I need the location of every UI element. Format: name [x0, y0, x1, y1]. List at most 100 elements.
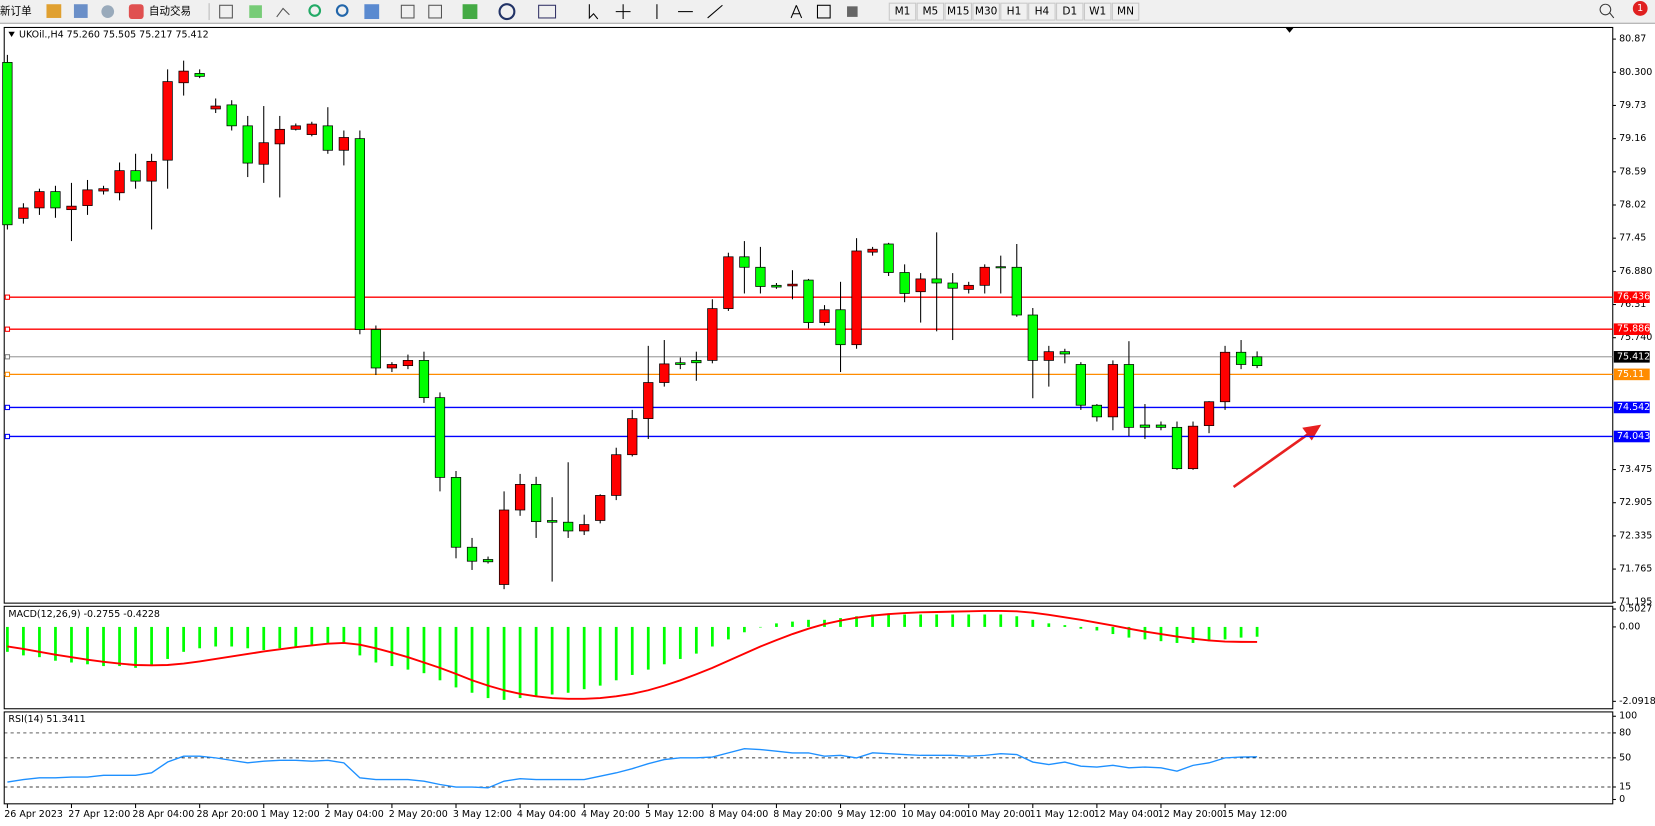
candle-body — [242, 125, 253, 164]
icon[interactable] — [128, 4, 144, 20]
timeframe-button[interactable] — [1056, 2, 1084, 21]
timeframe-label[interactable]: M30 — [975, 6, 998, 18]
candle-body — [1235, 351, 1247, 365]
y-tick-label: 80.300 — [1619, 67, 1652, 78]
label-tool[interactable] — [816, 4, 831, 19]
symbol-menu[interactable] — [8, 31, 15, 37]
icon[interactable] — [538, 4, 557, 19]
icon[interactable] — [101, 5, 115, 18]
timeframe-label[interactable]: M5 — [922, 6, 938, 18]
candle-body — [995, 266, 1006, 269]
cursor[interactable] — [588, 4, 599, 20]
y-tick-label: 0.00 — [1619, 621, 1640, 632]
candle-body — [1187, 425, 1199, 470]
icon[interactable] — [400, 4, 415, 19]
text-tool[interactable] — [790, 5, 803, 19]
trendline-tool[interactable] — [707, 4, 723, 19]
icon[interactable] — [219, 4, 233, 19]
macd-bar — [662, 626, 666, 665]
x-tick-label: 5 May 12:00 — [645, 809, 704, 820]
timeframe-label[interactable]: M1 — [895, 6, 911, 18]
macd-bar — [342, 626, 346, 643]
icon[interactable] — [73, 4, 88, 18]
macd-bar — [310, 626, 314, 645]
price-label: 75.412 — [1617, 351, 1650, 362]
timeframe-button[interactable] — [1111, 2, 1140, 21]
icon[interactable] — [249, 5, 262, 18]
notification-badge[interactable] — [1632, 1, 1648, 16]
plots: UKOil.,H4 75.260 75.505 75.217 75.412 80.… — [2, 29, 1655, 820]
candle-body — [563, 521, 574, 532]
indicator-title: MACD(12,26,9) -0.2755 -0.4228 — [8, 609, 160, 620]
new-order-button[interactable]: 新订单 — [0, 5, 32, 18]
timeframe-label[interactable]: M15 — [947, 6, 970, 18]
auto-trading-button[interactable]: 自动交易 — [149, 5, 191, 18]
timeframe-button[interactable] — [916, 2, 945, 21]
candle-body — [819, 309, 830, 323]
candle-body — [1219, 351, 1231, 403]
price-label: 75.886 — [1617, 324, 1650, 335]
timeframe-button[interactable] — [888, 2, 917, 21]
macd-bar — [54, 626, 57, 661]
macd-bar — [534, 626, 538, 697]
y-tick-label: 78.59 — [1619, 166, 1646, 177]
icon[interactable] — [498, 3, 516, 21]
candle-body — [1203, 401, 1215, 426]
macd-bar — [70, 626, 73, 663]
macd-bar — [855, 616, 858, 627]
search[interactable] — [1599, 3, 1615, 19]
macd-bar — [278, 626, 282, 649]
macd-bar — [358, 626, 362, 656]
timeframe-label[interactable]: W1 — [1089, 6, 1106, 18]
candle-body — [771, 284, 782, 288]
macd-bar — [983, 614, 987, 627]
candle-body — [210, 105, 221, 110]
rsi-line — [7, 748, 1258, 789]
crosshair[interactable] — [615, 4, 631, 20]
timeframe-label[interactable]: MN — [1117, 6, 1134, 18]
candle-body — [835, 309, 846, 346]
price-line-handle — [4, 354, 11, 360]
timeframe-button[interactable] — [1000, 2, 1028, 21]
x-tick-label: 2 May 20:00 — [389, 809, 448, 820]
icon[interactable] — [276, 7, 290, 18]
icon[interactable] — [428, 4, 443, 19]
candle-body — [755, 266, 766, 287]
candle-body — [659, 363, 670, 383]
icon[interactable] — [364, 4, 380, 20]
timeframe-button[interactable] — [944, 2, 972, 21]
timeframe-label[interactable]: D1 — [1062, 6, 1077, 18]
y-tick-label: 76.880 — [1619, 266, 1652, 277]
candle-body — [899, 272, 910, 294]
macd-bar — [230, 626, 234, 647]
candle-body — [1171, 426, 1183, 470]
macd-bar — [791, 621, 794, 627]
candle-body — [130, 170, 141, 182]
timeframe-label[interactable]: H1 — [1007, 6, 1022, 18]
candle-body — [1075, 364, 1086, 406]
zoom-out[interactable] — [335, 4, 349, 17]
y-tick-label: 79.16 — [1619, 133, 1646, 144]
candle-body — [2, 62, 13, 226]
macd-bar — [550, 626, 554, 695]
candle-body — [739, 256, 750, 268]
macd-bar — [1127, 626, 1131, 638]
candle-body — [707, 308, 718, 361]
macd-bar — [598, 626, 602, 686]
timeframe-label[interactable]: H4 — [1035, 6, 1050, 18]
icon[interactable] — [847, 6, 858, 17]
x-tick-label: 12 May 04:00 — [1094, 809, 1159, 820]
candle-body — [258, 142, 269, 165]
timeframe-button[interactable] — [1083, 2, 1112, 21]
macd-bar — [486, 626, 490, 699]
price-line-handle — [4, 326, 11, 332]
macd-bar — [871, 614, 874, 627]
candle-body — [547, 520, 558, 523]
icon[interactable] — [46, 4, 62, 18]
candle-body — [1091, 404, 1103, 418]
timeframe-button[interactable] — [1028, 2, 1056, 21]
icon[interactable] — [462, 4, 478, 20]
macd-bar — [150, 626, 153, 667]
zoom-in[interactable] — [308, 4, 322, 17]
timeframe-button[interactable] — [972, 2, 1000, 21]
